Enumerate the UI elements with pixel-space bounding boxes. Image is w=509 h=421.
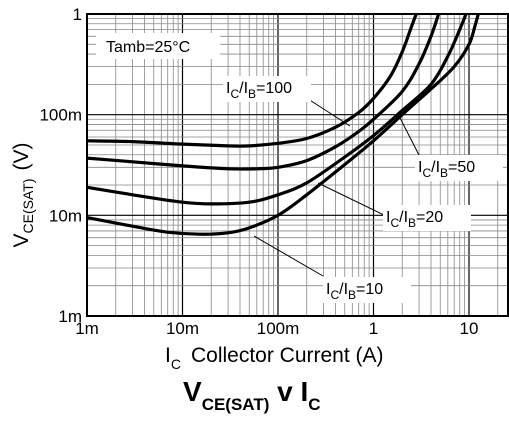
curve-label-leader <box>304 96 351 127</box>
curve-label-leader <box>253 235 324 277</box>
y-axis-symbol: V <box>10 233 33 247</box>
condition-label: Tamb=25°C <box>106 39 190 56</box>
chart-title-main: V <box>183 376 202 407</box>
chart-title: VCE(SAT) v IC <box>183 376 321 414</box>
y-tick-label: 100m <box>39 106 82 125</box>
y-axis-title: VCE(SAT) (V) <box>10 143 36 248</box>
x-tick-label: 1m <box>75 319 99 338</box>
x-axis-symbol-sub: C <box>171 356 181 372</box>
curve-label-ic-ib-10: IC/IB=10 <box>326 281 383 302</box>
x-axis-label: Collector Current (A) <box>191 344 384 367</box>
y-tick-label: 1 <box>73 5 82 24</box>
x-tick-label: 100m <box>257 319 300 338</box>
y-tick-label: 10m <box>49 206 82 225</box>
series-line-ic-ib-20 <box>86 13 468 206</box>
curve-label-bg <box>323 277 411 303</box>
curve-label-leader <box>397 113 421 158</box>
curve-labels: IC/IB=100 IC/IB=50 IC/IB=20 IC/IB=10 <box>223 76 503 303</box>
svg-text:VCE(SAT)(V): VCE(SAT) (V) <box>10 143 36 248</box>
curve-label-bg <box>383 205 471 231</box>
curve-label-bg <box>223 76 311 102</box>
series-line-ic-ib-10 <box>86 13 480 236</box>
x-axis-title: IC Collector Current (A) <box>165 344 384 372</box>
curve-label-ic-ib-20: IC/IB=20 <box>386 209 443 230</box>
x-tick-label: 10m <box>166 319 199 338</box>
condition-label-box: Tamb=25°C <box>96 33 220 59</box>
series-line-ic-ib-50 <box>86 13 441 171</box>
chart-title-mid: v I <box>269 376 308 407</box>
tick-labels: 1m 10m 100m 1 10 1m 10m 100m 1 <box>39 5 478 338</box>
y-axis-unit: (V) <box>10 143 33 171</box>
y-tick-label: 1m <box>58 307 82 326</box>
y-axis-symbol-sub: CE(SAT) <box>20 179 36 234</box>
plot-border <box>86 13 509 317</box>
chart-title-main-sub: CE(SAT) <box>202 395 270 414</box>
curve-label-ic-ib-50: IC/IB=50 <box>418 159 475 180</box>
curve-label-ic-ib-100: IC/IB=100 <box>226 80 292 101</box>
curve-label-bg <box>415 155 503 181</box>
curve-label-leader <box>317 182 385 216</box>
x-tick-label: 10 <box>460 319 479 338</box>
chart-title-mid-sub: C <box>308 395 320 414</box>
x-tick-label: 1 <box>369 319 378 338</box>
x-axis-symbol: I <box>165 344 171 367</box>
series-line-ic-ib-100 <box>86 13 418 148</box>
curves <box>86 13 480 236</box>
plot-frame <box>86 13 509 317</box>
